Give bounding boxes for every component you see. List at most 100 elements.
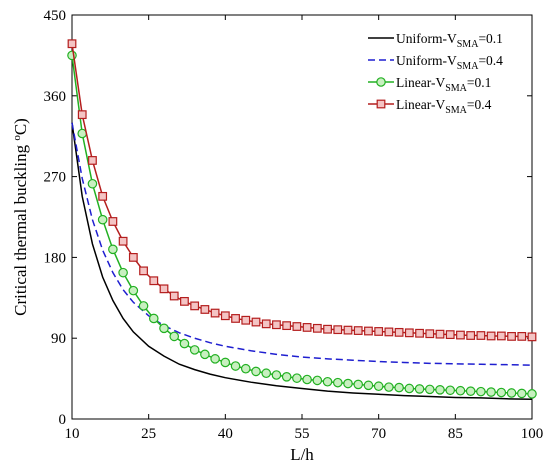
data-point — [128, 285, 139, 296]
data-point — [322, 376, 333, 387]
data-point — [261, 319, 271, 329]
y-tick-label: 360 — [44, 89, 67, 105]
legend-label: Linear-VSMA=0.1 — [396, 75, 491, 94]
series-line — [71, 43, 533, 338]
data-point — [210, 354, 220, 364]
data-point — [394, 327, 404, 337]
data-point — [496, 331, 506, 341]
data-point — [88, 156, 97, 165]
x-tick-label: 85 — [448, 426, 463, 442]
data-point — [118, 267, 128, 278]
y-tick-label: 450 — [44, 8, 67, 24]
data-point — [108, 217, 118, 226]
data-point — [374, 327, 384, 336]
y-axis-title: Critical thermal buckling oC) — [11, 118, 30, 316]
data-point — [148, 313, 159, 324]
data-point — [384, 327, 394, 337]
data-point — [251, 366, 261, 377]
data-point — [189, 345, 200, 355]
data-point — [445, 330, 455, 340]
data-point — [230, 361, 241, 371]
legend: Uniform-VSMA=0.1 Uniform-VSMA=0.4 Linear-V… — [368, 31, 503, 116]
data-point — [261, 368, 272, 379]
data-point — [506, 388, 517, 398]
data-point — [527, 332, 537, 342]
data-point — [118, 236, 128, 246]
data-point — [98, 191, 108, 201]
data-point — [435, 329, 445, 339]
series-1 — [71, 122, 533, 400]
axis-ticks: 10 25 40 55 70 85 100 0 90 180 270 360 450 — [44, 8, 544, 442]
data-point — [404, 383, 415, 394]
data-point — [323, 324, 332, 334]
data-point — [272, 320, 281, 330]
data-point — [465, 386, 476, 396]
data-point — [373, 381, 384, 392]
data-point — [292, 322, 302, 331]
x-tick-label: 40 — [218, 426, 233, 442]
data-point — [455, 385, 466, 396]
data-point — [220, 357, 231, 368]
x-tick-label: 100 — [521, 426, 544, 442]
data-point — [364, 326, 373, 336]
legend-entry: Linear-VSMA=0.1 — [368, 75, 491, 94]
data-point — [77, 110, 87, 120]
legend-marker — [376, 99, 386, 109]
data-point — [159, 284, 169, 294]
data-point — [302, 374, 312, 385]
data-point — [353, 379, 364, 390]
data-point — [312, 323, 322, 333]
data-point — [97, 214, 108, 225]
data-point — [169, 331, 180, 342]
series-line — [71, 122, 533, 400]
x-tick-label: 10 — [65, 426, 80, 442]
data-point — [445, 385, 456, 396]
data-point — [200, 305, 210, 314]
data-point — [190, 301, 200, 311]
data-point — [180, 296, 189, 306]
legend-entry: Uniform-VSMA=0.1 — [368, 31, 503, 50]
data-point — [466, 331, 476, 340]
data-point — [414, 384, 425, 394]
data-point — [241, 315, 251, 325]
data-point — [67, 39, 77, 49]
legend-entry: Linear-VSMA=0.4 — [368, 97, 492, 116]
data-point — [281, 372, 292, 382]
data-point — [282, 321, 292, 331]
data-point — [302, 323, 312, 332]
data-point — [108, 244, 118, 255]
series-line — [71, 55, 533, 395]
data-point — [353, 326, 363, 335]
data-point — [220, 311, 230, 321]
data-point — [517, 332, 527, 341]
data-point — [496, 387, 507, 398]
data-point — [476, 386, 486, 397]
legend-label: Uniform-VSMA=0.4 — [396, 53, 503, 72]
y-tick-label: 90 — [51, 331, 66, 347]
data-point — [394, 382, 404, 393]
data-point — [404, 328, 414, 338]
data-point — [486, 331, 496, 341]
series-2 — [71, 122, 533, 366]
x-tick-label: 55 — [295, 426, 310, 442]
data-point — [179, 338, 190, 349]
data-point — [343, 325, 353, 335]
data-point — [456, 330, 465, 340]
y-tick-label: 0 — [59, 412, 67, 428]
data-point — [486, 387, 496, 397]
data-point — [332, 377, 343, 388]
legend-marker — [376, 77, 386, 87]
plot-frame — [71, 14, 533, 420]
data-point — [87, 178, 98, 189]
data-point — [476, 331, 486, 340]
data-point — [139, 266, 148, 276]
data-point — [138, 301, 149, 311]
data-point — [384, 382, 394, 392]
series-3 — [67, 50, 537, 399]
data-point — [343, 378, 353, 389]
data-point — [240, 363, 251, 374]
data-point — [210, 308, 220, 318]
data-point — [149, 276, 159, 286]
y-tick-label: 270 — [44, 170, 67, 186]
